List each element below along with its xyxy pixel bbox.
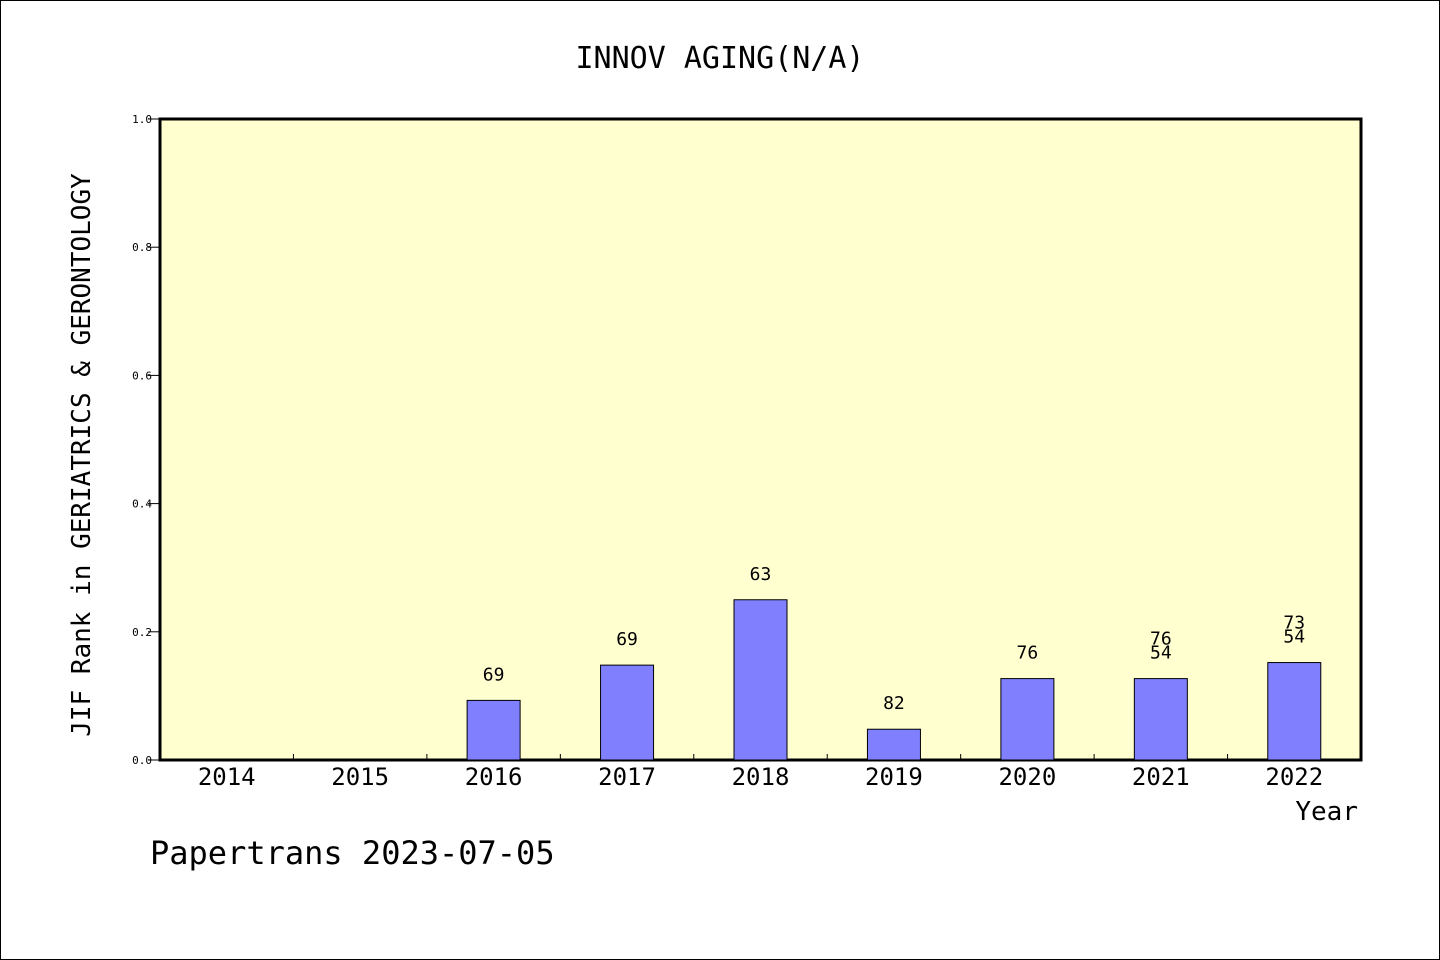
- x-tick-label: 2022: [1265, 763, 1323, 791]
- y-tick-label: 0.6: [132, 369, 152, 382]
- x-tick-label: 2017: [598, 763, 656, 791]
- bar-2021: [1133, 678, 1188, 761]
- y-tick-label: 0.4: [132, 498, 152, 511]
- chart-title: INNOV AGING(N/A): [576, 41, 865, 76]
- y-tick-label: 0.0: [132, 754, 152, 767]
- y-tick-label: 0.2: [132, 626, 152, 639]
- bar-2020: [1000, 678, 1055, 761]
- bar-2017: [600, 664, 655, 761]
- x-tick-label: 2014: [198, 763, 256, 791]
- bar-value-label: 82: [883, 693, 905, 714]
- bar-2022: [1267, 662, 1322, 761]
- y-axis-label: JIF Rank in GERIATRICS & GERONTOLOGY: [67, 173, 97, 737]
- x-tick-label: 2018: [732, 763, 790, 791]
- bar-2018: [733, 599, 788, 761]
- x-axis-label: Year: [1295, 797, 1358, 827]
- bar-value-label: 76: [1150, 629, 1172, 650]
- y-axis: 0.0 0.2 0.4 0.6 0.8 1.0: [132, 113, 160, 767]
- bar-value-label: 54: [1150, 643, 1172, 664]
- x-tick-label: 2021: [1132, 763, 1190, 791]
- x-tick-label: 2019: [865, 763, 923, 791]
- x-tick-label: 2020: [998, 763, 1056, 791]
- bar-value-label: 54: [1283, 627, 1305, 648]
- x-axis: 2014 2015 2016 2017 2018 2019 2020 2021 2022: [198, 754, 1323, 791]
- x-tick-label: 2015: [331, 763, 389, 791]
- bar-2016: [466, 699, 521, 761]
- bar-value-label: 69: [616, 629, 638, 650]
- bar-value-label: 73: [1283, 613, 1305, 634]
- bar-value-label: 63: [750, 564, 772, 585]
- bar-value-label: 69: [483, 664, 505, 685]
- footer-credit: Papertrans 2023-07-05: [150, 834, 555, 872]
- y-tick-label: 1.0: [132, 113, 152, 126]
- bar-value-label: 76: [1017, 643, 1039, 664]
- x-tick-label: 2016: [465, 763, 523, 791]
- bar-2019: [866, 728, 921, 761]
- y-tick-label: 0.8: [132, 241, 152, 254]
